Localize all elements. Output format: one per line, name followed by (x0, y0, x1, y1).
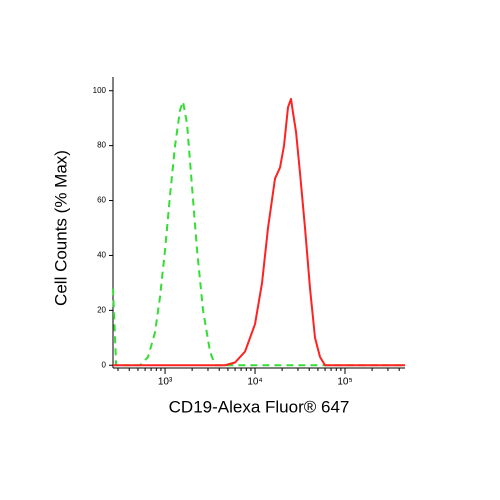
x-tick-label: 10³ (158, 377, 173, 388)
y-tick-label: 60 (97, 196, 106, 205)
x-axis-title: CD19-Alexa Fluor® 647 (169, 397, 350, 416)
y-tick-label: 100 (93, 86, 107, 95)
x-tick-label: 10⁵ (337, 377, 352, 388)
y-tick-label: 20 (97, 305, 106, 314)
y-tick-label: 40 (97, 251, 106, 260)
y-tick-label: 80 (97, 141, 106, 150)
data-line (112, 100, 405, 367)
data-line (113, 97, 405, 367)
y-axis-title: Cell Counts (% Max) (51, 150, 70, 306)
y-tick-label: 0 (102, 360, 107, 369)
x-tick-label: 10⁴ (247, 377, 262, 388)
